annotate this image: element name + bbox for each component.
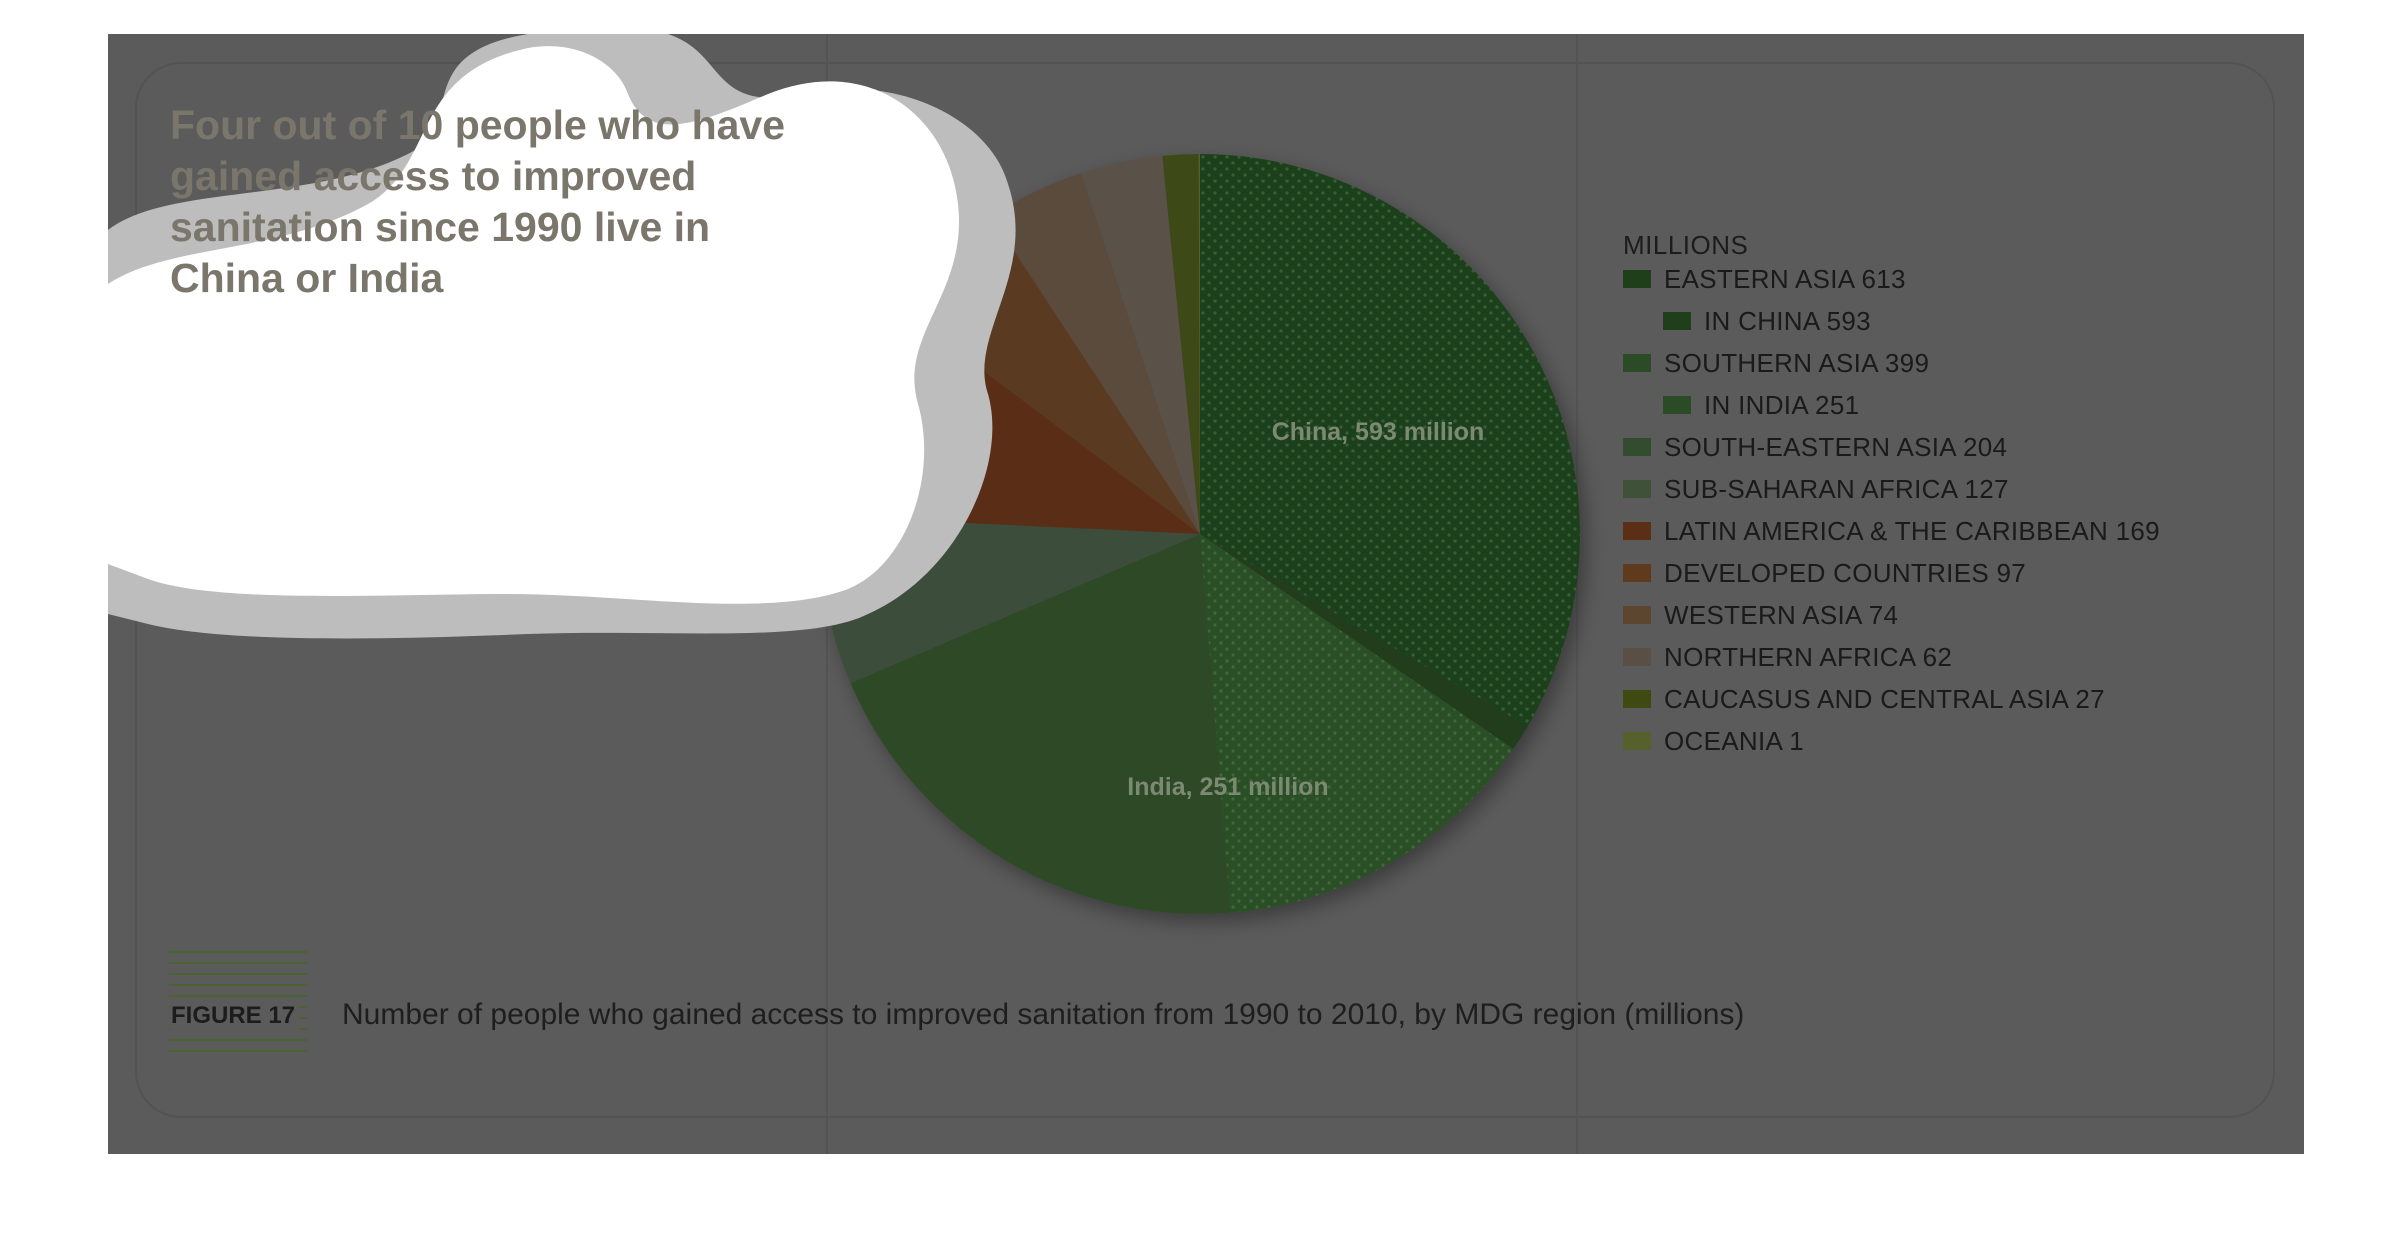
legend-swatch xyxy=(1623,438,1651,456)
pie-slice xyxy=(1200,534,1528,750)
legend-swatch xyxy=(1623,690,1651,708)
legend-label: IN INDIA 251 xyxy=(1704,389,1860,420)
annotation-china: China, 593 million xyxy=(1272,418,1485,446)
legend-swatch xyxy=(1663,396,1691,414)
legend-label: CAUCASUS AND CENTRAL ASIA 27 xyxy=(1664,683,2105,714)
legend-label: SOUTHERN ASIA 399 xyxy=(1664,347,1930,378)
legend-swatch xyxy=(1623,480,1651,498)
legend-item: SUB-SAHARAN AFRICA 127 xyxy=(1623,474,2009,504)
pie-slice xyxy=(1198,154,1200,534)
pie-slice xyxy=(1080,155,1200,534)
figure-caption: Number of people who gained access to im… xyxy=(342,998,1745,1031)
annotation-india: India, 251 million xyxy=(1127,773,1328,801)
legend-item: EASTERN ASIA 613 xyxy=(1623,264,1906,294)
legend-item: NORTHERN AFRICA 62 xyxy=(1623,642,1952,672)
legend-item: CAUCASUS AND CENTRAL ASIA 27 xyxy=(1623,684,2105,714)
legend-swatch xyxy=(1623,522,1651,540)
legend-swatch xyxy=(1623,648,1651,666)
pie-slice xyxy=(991,173,1200,535)
legend-swatch xyxy=(1623,606,1651,624)
headline: Four out of 10 people who have gained ac… xyxy=(170,102,786,301)
legend-item: IN INDIA 251 xyxy=(1663,390,1859,420)
legend-label: IN CHINA 593 xyxy=(1704,305,1871,336)
legend-item: IN CHINA 593 xyxy=(1663,306,1871,336)
legend-item: SOUTH-EASTERN ASIA 204 xyxy=(1623,432,2007,462)
pie-slice xyxy=(1162,154,1200,534)
legend-item: LATIN AMERICA & THE CARIBBEAN 169 xyxy=(1623,516,2160,546)
legend-label: OCEANIA 1 xyxy=(1664,725,1804,756)
legend-label: NORTHERN AFRICA 62 xyxy=(1664,641,1953,672)
legend-swatch xyxy=(1663,312,1691,330)
legend-swatch xyxy=(1623,732,1651,750)
pie-slice xyxy=(850,534,1200,878)
legend-label: WESTERN ASIA 74 xyxy=(1664,599,1899,630)
legend-item: WESTERN ASIA 74 xyxy=(1623,600,1898,630)
legend-swatch xyxy=(1623,564,1651,582)
column-divider xyxy=(1576,34,1578,1154)
highlight-overlay xyxy=(108,34,1016,639)
legend-label: DEVELOPED COUNTRIES 97 xyxy=(1664,557,2027,588)
legend-item: SOUTHERN ASIA 399 xyxy=(1623,348,1929,378)
pie-slice-pattern xyxy=(1200,154,1581,727)
legend-label: SUB-SAHARAN AFRICA 127 xyxy=(1664,473,2009,504)
legend-label: SOUTH-EASTERN ASIA 204 xyxy=(1664,431,2008,462)
pie-slice xyxy=(1036,534,1231,914)
figure-label: FIGURE 17 xyxy=(171,1002,300,1030)
legend-swatch xyxy=(1623,354,1651,372)
legend-title: MILLIONS xyxy=(1623,230,1749,260)
legend-label: LATIN AMERICA & THE CARIBBEAN 169 xyxy=(1664,515,2160,546)
figure-panel: China, 593 million India, 251 million Fo… xyxy=(108,34,2304,1154)
legend-swatch xyxy=(1623,270,1651,288)
legend-item: DEVELOPED COUNTRIES 97 xyxy=(1623,558,2026,588)
legend-label: EASTERN ASIA 613 xyxy=(1664,263,1906,294)
legend-item: OCEANIA 1 xyxy=(1623,726,1804,756)
pie-slice-pattern xyxy=(1200,534,1514,913)
